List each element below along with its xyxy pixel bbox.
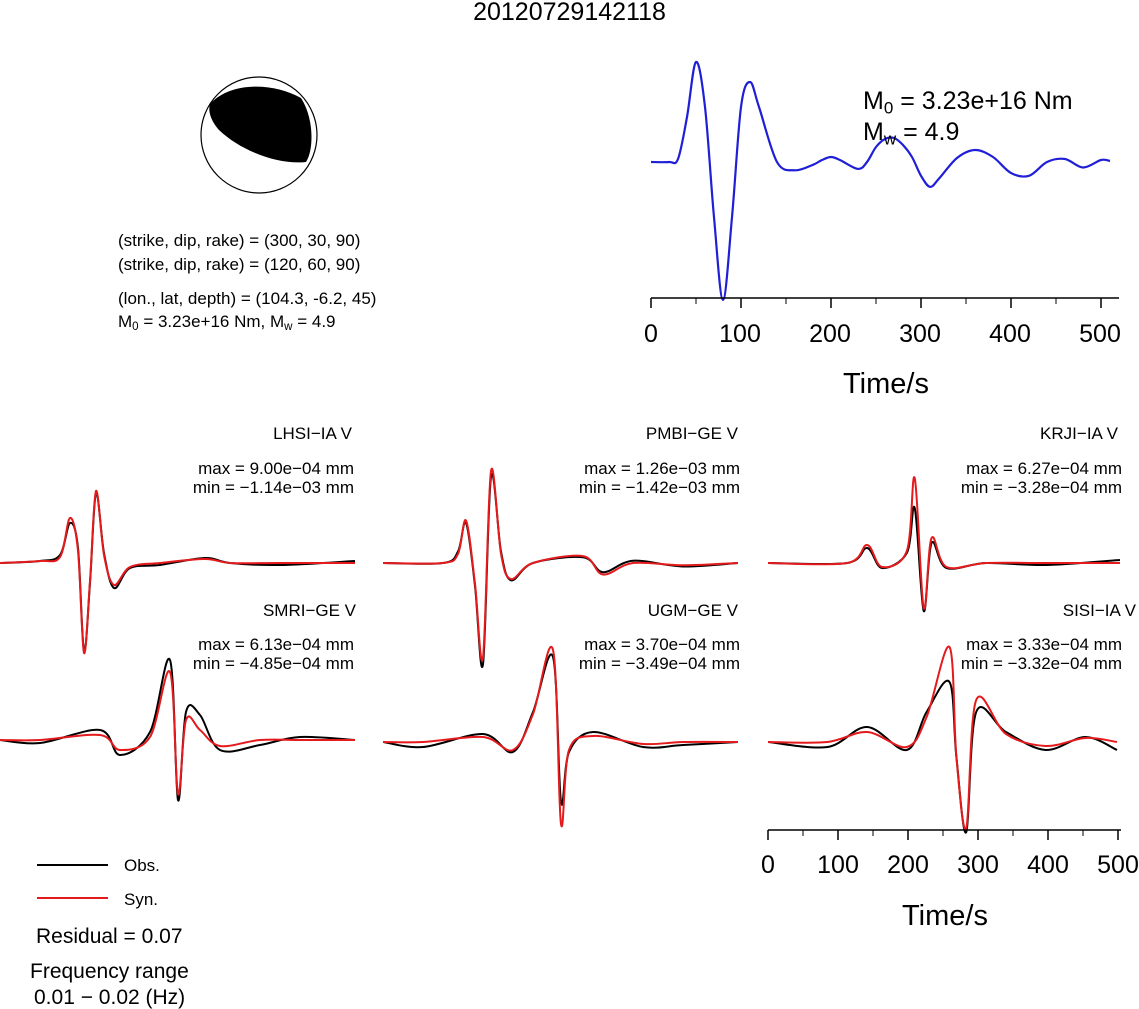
moment-magnitude-line: M0 = 3.23e+16 Nm, Mw = 4.9	[118, 312, 336, 333]
legend-syn-label: Syn.	[124, 890, 159, 909]
waveform-panel-4	[0, 657, 356, 802]
beachball-icon	[200, 76, 318, 194]
obs-trace-4	[0, 657, 356, 802]
stf-xtick-0: 0	[644, 320, 658, 348]
frequency-range-title: Frequency range	[30, 960, 189, 983]
syn-trace-5	[382, 645, 739, 828]
stf-mw-symbol: M	[863, 118, 884, 146]
station-name-4: SMRI−GE V	[262, 601, 356, 620]
stf-mw-subscript: w	[883, 129, 897, 149]
frequency-range-value: 0.01 − 0.02 (Hz)	[34, 986, 186, 1009]
wave-xtick-200: 200	[887, 851, 929, 879]
legend-obs-label: Obs.	[124, 856, 160, 875]
station-min-1: min = −1.14e−03 mm	[192, 478, 354, 497]
station-name-3: KRJI−IA V	[1040, 424, 1118, 443]
m0-symbol: M	[118, 312, 133, 331]
waveform-panels	[0, 467, 1121, 834]
stf-series-line	[650, 60, 1111, 302]
legend	[37, 864, 108, 899]
waveform-panel-3	[767, 476, 1121, 613]
wave-xtick-500: 500	[1097, 851, 1139, 879]
station-name-5: UGM−GE V	[647, 601, 738, 620]
residual-text: Residual = 0.07	[36, 925, 183, 948]
m0-subscript: 0	[132, 320, 139, 333]
stf-m0-annotation: M0 = 3.23e+16 Nm	[863, 87, 1073, 118]
station-name-6: SISI−IA V	[1062, 601, 1136, 620]
syn-trace-3	[767, 476, 1120, 610]
waveform-panel-5	[382, 645, 739, 828]
nodal-plane-2: (strike, dip, rake) = (120, 60, 90)	[118, 255, 361, 274]
wave-xtick-0: 0	[761, 851, 775, 879]
wave-xaxis-label: Time/s	[902, 900, 988, 932]
obs-trace-6	[767, 679, 1118, 834]
stf-m0-symbol: M	[863, 87, 884, 115]
waveform-panel-2	[382, 467, 739, 669]
stf-xtick-400: 400	[989, 320, 1031, 348]
stf-m0-subscript: 0	[883, 98, 894, 118]
syn-trace-4	[0, 670, 355, 796]
stf-mw-value: = 4.9	[903, 118, 960, 146]
station-min-3: min = −3.28e−04 mm	[960, 478, 1122, 497]
stf-xtick-300: 300	[899, 320, 941, 348]
station-max-6: max = 3.33e−04 mm	[966, 635, 1122, 654]
obs-trace-5	[382, 653, 739, 806]
station-min-2: min = −1.42e−03 mm	[578, 478, 740, 497]
station-max-2: max = 1.26e−03 mm	[584, 459, 740, 478]
mw-text: = 4.9	[297, 312, 336, 331]
obs-trace-3	[767, 505, 1121, 613]
m0-text: = 3.23e+16 Nm, M	[143, 312, 285, 331]
wave-xtick-100: 100	[817, 851, 859, 879]
wave-xtick-300: 300	[957, 851, 999, 879]
stf-xtick-500: 500	[1079, 320, 1121, 348]
mw-subscript: w	[284, 320, 293, 333]
station-max-3: max = 6.27e−04 mm	[966, 459, 1122, 478]
stf-panel	[650, 60, 1119, 308]
station-min-5: min = −3.49e−04 mm	[578, 654, 740, 673]
stf-xtick-100: 100	[719, 320, 761, 348]
stf-xtick-200: 200	[809, 320, 851, 348]
waveform-panel-1	[0, 489, 356, 655]
stf-m0-value: = 3.23e+16 Nm	[900, 87, 1073, 115]
station-max-4: max = 6.13e−04 mm	[198, 635, 354, 654]
nodal-plane-1: (strike, dip, rake) = (300, 30, 90)	[118, 231, 361, 250]
waveform-panel-6	[767, 645, 1118, 834]
syn-trace-2	[382, 467, 739, 662]
station-max-1: max = 9.00e−04 mm	[198, 459, 354, 478]
stf-x-axis	[650, 297, 1119, 308]
syn-trace-1	[0, 489, 355, 655]
station-min-4: min = −4.85e−04 mm	[192, 654, 354, 673]
obs-trace-1	[0, 491, 356, 653]
stf-mw-annotation: Mw = 4.9	[863, 118, 960, 149]
station-name-2: PMBI−GE V	[645, 424, 738, 443]
figure-title: 20120729142118	[473, 0, 666, 26]
wave-xtick-400: 400	[1027, 851, 1069, 879]
station-name-1: LHSI−IA V	[273, 424, 352, 443]
stf-xaxis-label: Time/s	[843, 368, 929, 400]
station-max-5: max = 3.70e−04 mm	[584, 635, 740, 654]
syn-trace-6	[767, 645, 1118, 831]
hypocenter-location: (lon., lat, depth) = (104.3, -6.2, 45)	[118, 289, 377, 308]
waveform-x-axis	[767, 829, 1121, 840]
station-min-6: min = −3.32e−04 mm	[960, 654, 1122, 673]
